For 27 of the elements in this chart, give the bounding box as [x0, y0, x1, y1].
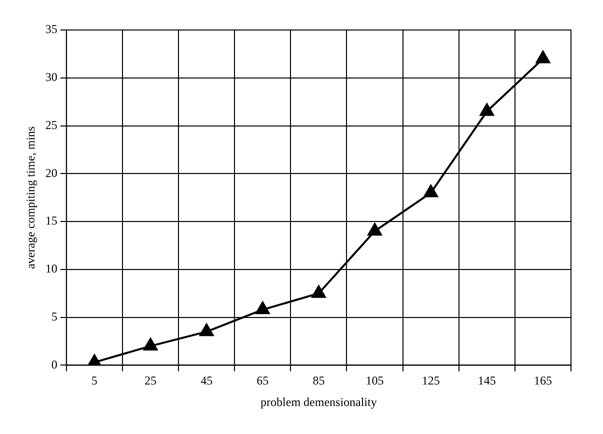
x-tick-label: 25 — [144, 374, 156, 388]
point — [256, 302, 270, 314]
point — [200, 324, 214, 336]
x-axis-title: problem demensionality — [260, 394, 377, 409]
y-tick-label: 25 — [45, 118, 58, 132]
point — [312, 285, 326, 298]
y-tick-label: 10 — [45, 262, 58, 276]
point — [536, 50, 550, 64]
x-tick-label: 105 — [366, 374, 384, 388]
x-tick-label: 125 — [422, 374, 440, 388]
y-tick-label: 20 — [45, 166, 58, 180]
point — [368, 223, 382, 236]
y-tick-label: 15 — [45, 214, 58, 228]
x-tick-label: 85 — [312, 374, 325, 388]
y-axis-title: average compiting time, mins — [23, 126, 38, 269]
y-tick-label: 30 — [45, 70, 58, 84]
x-tick-label: 45 — [200, 374, 213, 388]
y-tick-label: 35 — [45, 22, 58, 36]
x-tick-label: 165 — [534, 374, 552, 388]
point — [143, 338, 158, 351]
x-tick-label: 145 — [478, 374, 496, 388]
y-tick-label: 0 — [51, 357, 58, 372]
point — [424, 184, 438, 198]
point — [480, 103, 494, 116]
x-tick-label: 5 — [91, 374, 98, 388]
y-tick-label: 5 — [51, 309, 58, 324]
x-tick-label: 65 — [256, 374, 269, 388]
